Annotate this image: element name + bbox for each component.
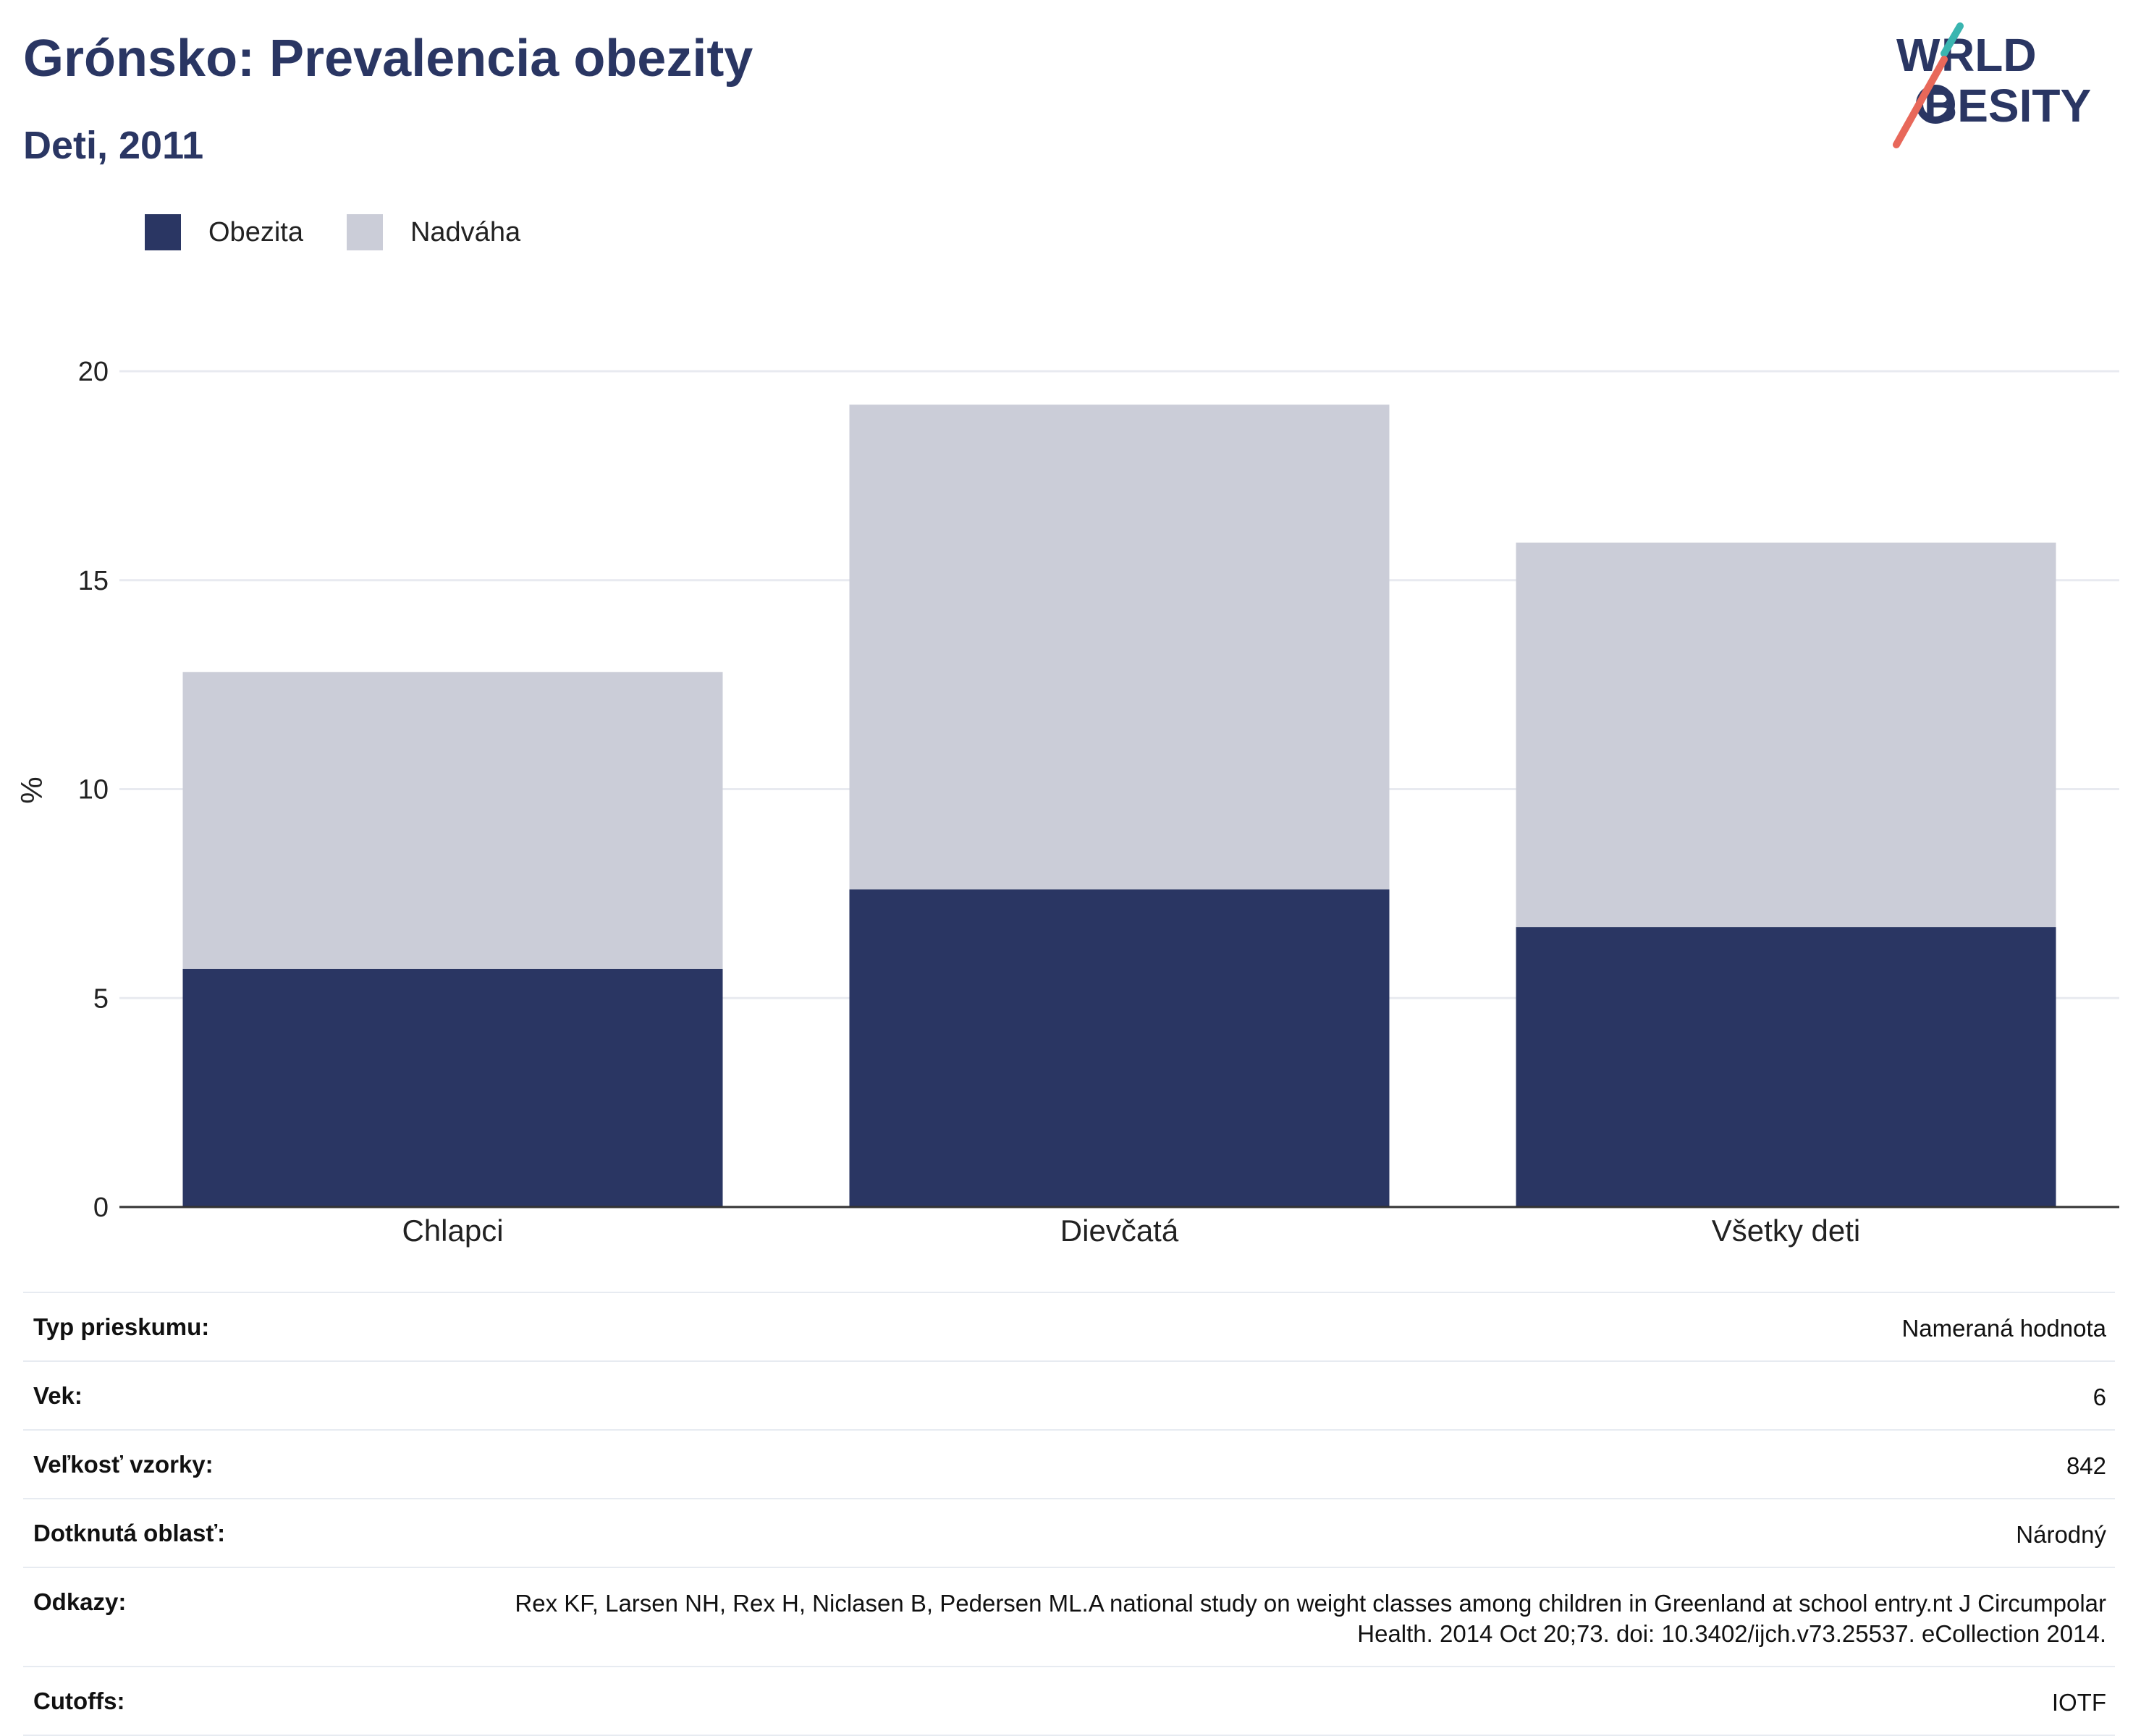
legend-item-overweight[interactable]: Nadváha bbox=[346, 214, 521, 250]
bar-obesity[interactable] bbox=[1516, 927, 2056, 1207]
info-label: Odkazy: bbox=[33, 1588, 127, 1615]
survey-info-table: Typ prieskumu: Nameraná hodnota Vek: 6 V… bbox=[23, 1292, 2115, 1736]
legend-item-obesity[interactable]: Obezita bbox=[145, 214, 303, 250]
page-title: Grónsko: Prevalencia obezity bbox=[23, 30, 753, 88]
info-row-cutoffs: Cutoffs: IOTF bbox=[23, 1666, 2115, 1736]
info-value: IOTF bbox=[2051, 1689, 2106, 1716]
info-label: Dotknutá oblasť: bbox=[33, 1519, 226, 1546]
axes: 0 5 10 15 20 Chlapci Dievčatá Všetky deti bbox=[78, 357, 2119, 1248]
legend-label-obesity: Obezita bbox=[208, 216, 303, 247]
page-subtitle: Deti, 2011 bbox=[23, 124, 204, 167]
bar-overweight[interactable] bbox=[1516, 542, 2056, 928]
chart-legend: Obezita Nadváha bbox=[145, 214, 564, 250]
info-row-area: Dotknutá oblasť: Národný bbox=[23, 1497, 2115, 1567]
info-value: Národný bbox=[2016, 1520, 2106, 1548]
info-row-age: Vek: 6 bbox=[23, 1360, 2115, 1429]
info-row-sample-size: Veľkosť vzorky: 842 bbox=[23, 1428, 2115, 1498]
x-tick-label: Všetky deti bbox=[1712, 1214, 1860, 1248]
bars bbox=[182, 405, 2056, 1207]
legend-label-overweight: Nadváha bbox=[410, 216, 521, 247]
world-obesity-logo: W RLD BESITY bbox=[1893, 22, 2091, 148]
info-value: 842 bbox=[2066, 1452, 2106, 1479]
info-value: Nameraná hodnota bbox=[1901, 1315, 2106, 1342]
x-tick-label: Dievčatá bbox=[1060, 1214, 1179, 1248]
info-value: 6 bbox=[2093, 1383, 2106, 1410]
info-label: Veľkosť vzorky: bbox=[33, 1450, 214, 1478]
y-tick-label: 5 bbox=[93, 983, 109, 1014]
bar-chart: 0 5 10 15 20 Chlapci Dievčatá Všetky deti % bbox=[14, 357, 2119, 1248]
y-tick-label: 15 bbox=[78, 566, 109, 596]
info-label: Typ prieskumu: bbox=[33, 1313, 210, 1340]
info-value: Rex KF, Larsen NH, Rex H, Niclasen B, Pe… bbox=[515, 1589, 2106, 1648]
bar-overweight[interactable] bbox=[849, 405, 1390, 890]
bar-obesity[interactable] bbox=[182, 968, 723, 1207]
info-label: Vek: bbox=[33, 1381, 83, 1409]
info-row-references: Odkazy: Rex KF, Larsen NH, Rex H, Niclas… bbox=[23, 1566, 2115, 1667]
info-label: Cutoffs: bbox=[33, 1688, 125, 1715]
y-tick-label: 10 bbox=[78, 775, 109, 805]
legend-swatch-overweight bbox=[346, 214, 383, 250]
legend-swatch-obesity bbox=[145, 214, 181, 250]
info-row-survey-type: Typ prieskumu: Nameraná hodnota bbox=[23, 1292, 2115, 1360]
y-axis-title: % bbox=[14, 776, 48, 803]
bar-obesity[interactable] bbox=[849, 889, 1390, 1207]
bar-overweight[interactable] bbox=[182, 672, 723, 969]
y-tick-label: 20 bbox=[78, 357, 109, 387]
x-tick-label: Chlapci bbox=[402, 1214, 503, 1248]
y-tick-label: 0 bbox=[93, 1193, 109, 1223]
